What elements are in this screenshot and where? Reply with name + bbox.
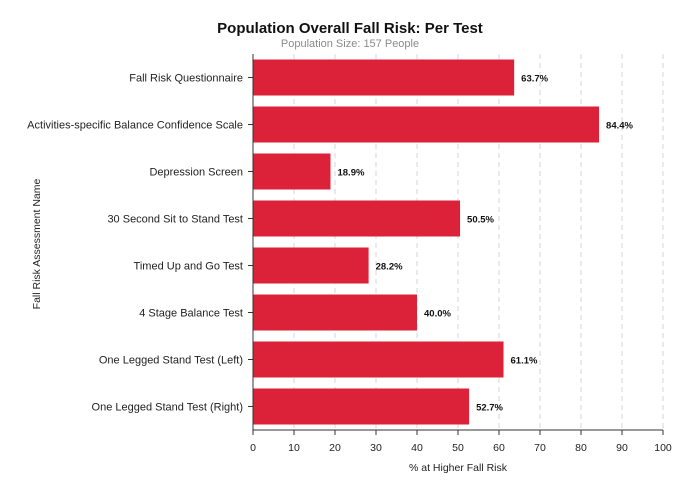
x-axis-title: % at Higher Fall Risk <box>409 462 508 474</box>
x-tick-label: 20 <box>329 442 341 454</box>
x-tick-label: 50 <box>452 442 464 454</box>
category-label: One Legged Stand Test (Right) <box>92 402 243 414</box>
x-tick-label: 70 <box>534 442 546 454</box>
data-label: 52.7% <box>476 403 503 414</box>
x-tick-label: 40 <box>411 442 423 454</box>
bar <box>253 247 369 284</box>
data-label: 63.7% <box>521 74 548 85</box>
bars: 63.7% 84.4% 18.9% 50.5% 28.2% 40.0% 61.1% 52.7% <box>253 59 634 425</box>
x-tick-label: 30 <box>370 442 382 454</box>
x-tick-label: 100 <box>654 442 672 454</box>
x-tick-label: 90 <box>616 442 628 454</box>
data-label: 84.4% <box>606 121 633 132</box>
x-tick-label: 10 <box>288 442 300 454</box>
x-tick-label: 0 <box>250 442 256 454</box>
data-label: 50.5% <box>467 215 494 226</box>
data-label: 61.1% <box>511 356 538 367</box>
chart-subtitle: Population Size: 157 People <box>280 38 420 50</box>
bar <box>253 106 600 143</box>
x-tick-label: 60 <box>493 442 505 454</box>
category-label: Depression Screen <box>149 167 243 179</box>
axes: 0 10 20 30 40 50 60 70 80 90 100 Fall Risk Question… <box>27 54 672 454</box>
bar <box>253 388 470 425</box>
bar <box>253 59 515 96</box>
data-label: 18.9% <box>337 168 364 179</box>
category-label: One Legged Stand Test (Left) <box>99 355 243 367</box>
x-tick-label: 80 <box>575 442 587 454</box>
category-label: 30 Second Sit to Stand Test <box>107 214 243 226</box>
category-label: Timed Up and Go Test <box>134 261 243 273</box>
chart-title: Population Overall Fall Risk: Per Test <box>217 20 483 37</box>
bar <box>253 294 417 331</box>
category-label: 4 Stage Balance Test <box>139 308 243 320</box>
bar <box>253 153 331 190</box>
bar <box>253 341 504 378</box>
bar <box>253 200 461 237</box>
category-label: Fall Risk Questionnaire <box>129 73 243 85</box>
data-label: 28.2% <box>376 262 403 273</box>
data-label: 40.0% <box>424 309 451 320</box>
category-label: Activities-specific Balance Confidence S… <box>27 120 243 132</box>
y-axis-title: Fall Risk Assessment Name <box>31 178 43 309</box>
